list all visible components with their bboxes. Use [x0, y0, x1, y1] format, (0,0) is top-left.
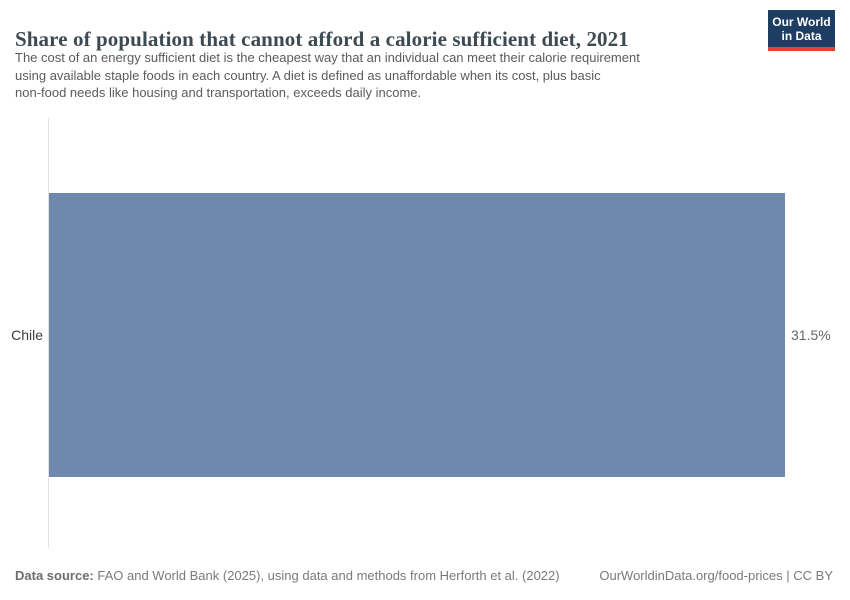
page-title: Share of population that cannot afford a… [15, 27, 629, 52]
value-label-chile: 31.5% [791, 327, 831, 343]
y-axis-line [48, 118, 49, 548]
subtitle-line: The cost of an energy sufficient diet is… [15, 50, 640, 65]
category-label-chile: Chile [11, 327, 43, 343]
bar-chile[interactable] [49, 193, 785, 477]
data-source-note: Data source: FAO and World Bank (2025), … [15, 568, 560, 583]
logo-text-line1: Our World [772, 15, 831, 29]
data-source-label: Data source: [15, 568, 94, 583]
chart-subtitle: The cost of an energy sufficient diet is… [15, 49, 640, 102]
data-source-text: FAO and World Bank (2025), using data an… [97, 568, 560, 583]
logo-text-line2: in Data [781, 29, 822, 43]
owid-logo: Our World in Data [768, 10, 835, 51]
attribution-link[interactable]: OurWorldinData.org/food-prices | CC BY [599, 568, 833, 583]
subtitle-line: non-food needs like housing and transpor… [15, 85, 422, 100]
subtitle-line: using available staple foods in each cou… [15, 67, 601, 83]
